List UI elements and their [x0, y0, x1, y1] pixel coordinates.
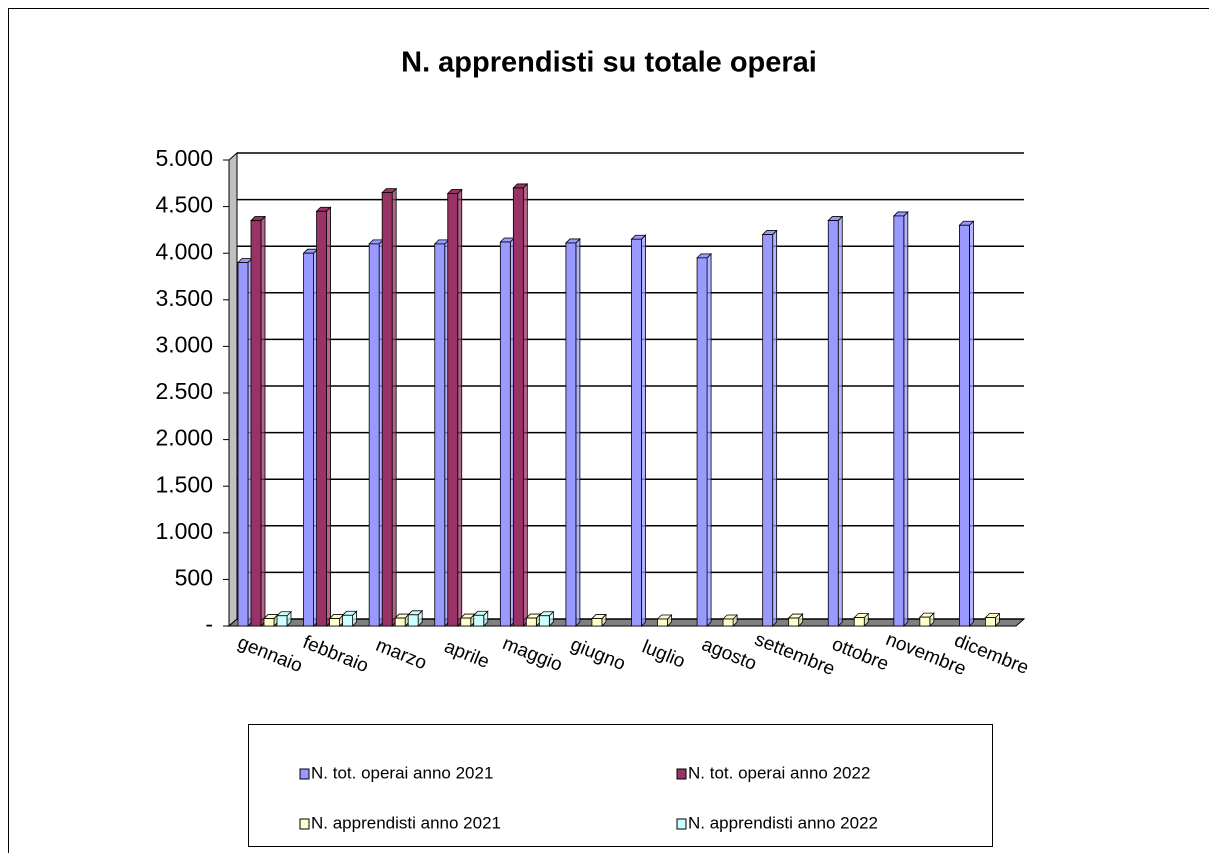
y-tick-label: 5.000	[155, 145, 213, 171]
bar-side	[969, 220, 974, 627]
bar	[499, 241, 511, 627]
bar	[381, 192, 393, 627]
bar	[696, 257, 708, 627]
bar-side	[837, 215, 843, 627]
bar-side	[391, 187, 397, 627]
bar	[342, 614, 353, 627]
bar-side	[522, 182, 528, 627]
bar-side	[575, 237, 581, 627]
y-tick-label: 3.500	[155, 285, 213, 311]
bar	[853, 617, 865, 627]
bar	[657, 618, 668, 627]
bar	[329, 618, 340, 627]
bar-side	[260, 215, 266, 627]
legend-label: N. apprendisti anno 2022	[688, 813, 878, 832]
bar	[565, 242, 577, 627]
bar	[276, 615, 288, 627]
legend	[248, 724, 993, 847]
bar	[473, 614, 485, 627]
y-tick-label: 1.500	[155, 471, 213, 497]
y-tick-label: 1.000	[155, 518, 213, 544]
bar	[525, 617, 537, 627]
bar	[394, 617, 406, 627]
legend-label: N. tot. operai anno 2022	[688, 763, 870, 782]
legend-label: N. tot. operai anno 2021	[311, 763, 493, 782]
chart-title: N. apprendisti su totale operai	[401, 47, 817, 79]
bar	[303, 252, 314, 627]
bar	[959, 224, 970, 627]
y-tick-label: 3.000	[155, 331, 213, 357]
legend-swatch	[676, 818, 687, 830]
bar	[512, 187, 524, 627]
bar	[788, 617, 800, 627]
bar	[538, 615, 550, 627]
y-tick-label: 2.000	[155, 425, 213, 451]
legend-swatch	[299, 818, 310, 830]
bar-side	[772, 229, 778, 627]
bar	[250, 220, 262, 627]
legend-label: N. apprendisti anno 2021	[311, 813, 501, 832]
y-tick-label: 4.000	[155, 238, 213, 264]
bar	[631, 238, 642, 627]
bar-side	[903, 210, 909, 627]
bar-side	[326, 206, 331, 627]
bar	[407, 614, 419, 627]
bar	[447, 193, 459, 627]
bar	[722, 618, 734, 627]
bar	[368, 243, 380, 627]
bar-side	[457, 188, 463, 627]
bar	[434, 243, 446, 627]
bar	[827, 220, 839, 627]
bar	[316, 210, 327, 627]
bar	[263, 618, 275, 627]
legend-swatch	[676, 768, 687, 780]
y-tick-label: 500	[175, 564, 213, 590]
legend-swatch	[299, 768, 310, 780]
chart-frame	[8, 8, 1209, 853]
y-tick-label: 4.500	[155, 192, 213, 218]
bar	[893, 215, 905, 627]
bar	[460, 617, 472, 627]
bar	[591, 618, 603, 627]
bar-side	[706, 252, 712, 627]
bar	[762, 234, 774, 627]
bar	[237, 262, 249, 627]
bar	[985, 617, 996, 627]
side-wall	[228, 151, 238, 628]
bar-side	[641, 234, 646, 627]
bar	[919, 616, 931, 627]
y-tick-label: -	[205, 611, 213, 637]
y-tick-label: 2.500	[155, 378, 213, 404]
